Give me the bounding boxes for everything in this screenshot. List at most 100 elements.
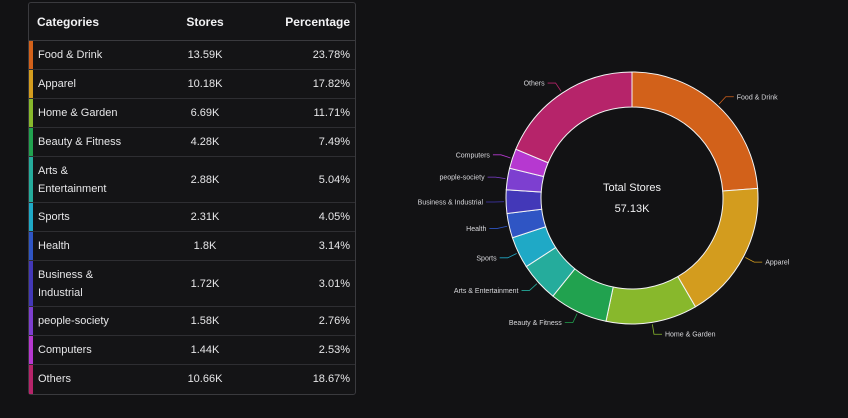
category-table: Categories Stores Percentage Food & Drin… bbox=[28, 2, 356, 395]
label-leader-line bbox=[745, 257, 763, 263]
label-leader-line bbox=[718, 96, 734, 105]
percentage-cell: 7.49% bbox=[255, 127, 355, 157]
stores-cell: 1.44K bbox=[155, 335, 255, 365]
category-cell: Food & Drink bbox=[29, 40, 155, 70]
percentage-cell: 11.71% bbox=[255, 98, 355, 128]
category-color-swatch bbox=[29, 41, 33, 69]
donut-slice-home-garden[interactable] bbox=[605, 275, 697, 325]
category-color-swatch bbox=[29, 365, 33, 394]
donut-slice-apparel[interactable] bbox=[677, 187, 759, 308]
category-color-swatch bbox=[29, 70, 33, 98]
table-row[interactable]: Food & Drink 13.59K 23.78% bbox=[29, 40, 355, 70]
percentage-cell: 18.67% bbox=[312, 373, 350, 386]
donut-slice-others[interactable] bbox=[515, 71, 633, 164]
slice-label: Others bbox=[524, 81, 546, 88]
percentage-cell: 3.14% bbox=[255, 231, 355, 261]
category-color-swatch bbox=[29, 157, 33, 202]
category-label: Others bbox=[38, 373, 72, 386]
table-row[interactable]: Health 1.8K 3.14% bbox=[29, 231, 355, 261]
category-color-swatch bbox=[29, 99, 33, 127]
category-cell: Others bbox=[29, 365, 155, 394]
stores-cell: 10.18K bbox=[155, 69, 255, 99]
slice-label: Health bbox=[466, 226, 486, 233]
percentage-cell: 2.53% bbox=[255, 335, 355, 365]
category-cell: Health bbox=[29, 231, 155, 261]
label-leader-line bbox=[492, 154, 511, 159]
category-color-swatch bbox=[29, 232, 33, 260]
category-label: Arts & Entertainment bbox=[38, 164, 107, 195]
table-row[interactable]: people-society 1.58K 2.76% bbox=[29, 306, 355, 336]
category-label: people-society bbox=[38, 315, 109, 327]
category-label: Computers bbox=[38, 344, 92, 356]
slice-label: Sports bbox=[476, 255, 497, 262]
donut-slice-business-industrial[interactable] bbox=[505, 189, 543, 215]
table-header-row: Categories Stores Percentage bbox=[29, 3, 355, 41]
category-cell: Beauty & Fitness bbox=[29, 127, 155, 157]
donut-chart: Food & Drink Apparel Home & Garden Beauty &… bbox=[418, 71, 790, 339]
slice-label: Beauty & Fitness bbox=[509, 320, 562, 327]
stores-cell: 4.28K bbox=[155, 127, 255, 157]
category-color-swatch bbox=[29, 307, 33, 335]
category-color-swatch bbox=[29, 128, 33, 156]
table-row[interactable]: Sports 2.31K 4.05% bbox=[29, 202, 355, 232]
stores-cell: 2.88K bbox=[155, 156, 255, 203]
category-label: Apparel bbox=[38, 78, 76, 90]
stores-cell: 2.31K bbox=[155, 202, 255, 232]
stores-cell: 13.59K bbox=[155, 40, 255, 70]
label-leader-line bbox=[487, 176, 506, 180]
category-cell: Apparel bbox=[29, 69, 155, 99]
percentage-cell: 4.05% bbox=[255, 202, 355, 232]
table-row[interactable]: Beauty & Fitness 4.28K 7.49% bbox=[29, 127, 355, 157]
stores-cell: 10.66K bbox=[187, 373, 223, 386]
label-leader-line bbox=[547, 82, 562, 92]
slice-label: Home & Garden bbox=[665, 332, 716, 339]
slice-label: people-society bbox=[439, 175, 485, 182]
table-row[interactable]: Apparel 10.18K 17.82% bbox=[29, 69, 355, 99]
donut-labels: Food & Drink Apparel Home & Garden Beauty &… bbox=[418, 81, 790, 339]
slice-label: Computers bbox=[456, 152, 491, 159]
category-cell: Business & Industrial bbox=[29, 260, 155, 307]
table-row[interactable]: Computers 1.44K 2.53% bbox=[29, 335, 355, 365]
category-table-grid: Categories Stores Percentage Food & Drin… bbox=[29, 3, 355, 394]
category-color-swatch bbox=[29, 203, 33, 231]
stores-cell: 1.8K bbox=[155, 231, 255, 261]
category-color-swatch bbox=[29, 261, 33, 306]
percentage-cell: 3.01% bbox=[255, 260, 355, 307]
category-color-swatch bbox=[29, 336, 33, 364]
header-stores[interactable]: Stores bbox=[155, 3, 255, 41]
table-row[interactable]: Business & Industrial 1.72K 3.01% bbox=[29, 260, 355, 307]
donut-slices bbox=[505, 71, 759, 325]
category-label: Beauty & Fitness bbox=[38, 136, 122, 148]
label-leader-line bbox=[489, 225, 508, 229]
table-row[interactable]: Others 10.66K 18.67% bbox=[29, 365, 355, 394]
slice-label: Arts & Entertainment bbox=[454, 288, 519, 295]
header-percentage[interactable]: Percentage bbox=[255, 3, 355, 41]
category-label: Sports bbox=[38, 211, 70, 223]
donut-slice-food-drink[interactable] bbox=[631, 71, 759, 192]
percentage-cell: 2.76% bbox=[255, 306, 355, 336]
category-label: Business & Industrial bbox=[38, 268, 94, 299]
slice-label: Business & Industrial bbox=[418, 200, 484, 207]
category-cell: Computers bbox=[29, 335, 155, 365]
label-leader-line bbox=[499, 253, 517, 259]
category-label: Health bbox=[38, 240, 70, 252]
percentage-cell: 17.82% bbox=[255, 69, 355, 99]
stores-cell: 1.72K bbox=[155, 260, 255, 307]
category-cell: Sports bbox=[29, 202, 155, 232]
label-leader-line bbox=[564, 313, 578, 324]
category-cell: people-society bbox=[29, 306, 155, 336]
stores-cell: 6.69K bbox=[155, 98, 255, 128]
center-title: Total Stores bbox=[603, 182, 662, 194]
slice-label: Food & Drink bbox=[737, 94, 778, 101]
category-label: Food & Drink bbox=[38, 49, 103, 61]
category-label: Home & Garden bbox=[38, 107, 118, 119]
percentage-cell: 23.78% bbox=[255, 40, 355, 70]
category-cell: Home & Garden bbox=[29, 98, 155, 128]
table-row[interactable]: Home & Garden 6.69K 11.71% bbox=[29, 98, 355, 128]
table-row[interactable]: Arts & Entertainment 2.88K 5.04% bbox=[29, 156, 355, 203]
label-leader-line bbox=[651, 324, 662, 335]
category-cell: Arts & Entertainment bbox=[29, 156, 155, 203]
header-categories[interactable]: Categories bbox=[29, 3, 155, 41]
stores-cell: 1.58K bbox=[155, 306, 255, 336]
slice-label: Apparel bbox=[765, 260, 790, 267]
